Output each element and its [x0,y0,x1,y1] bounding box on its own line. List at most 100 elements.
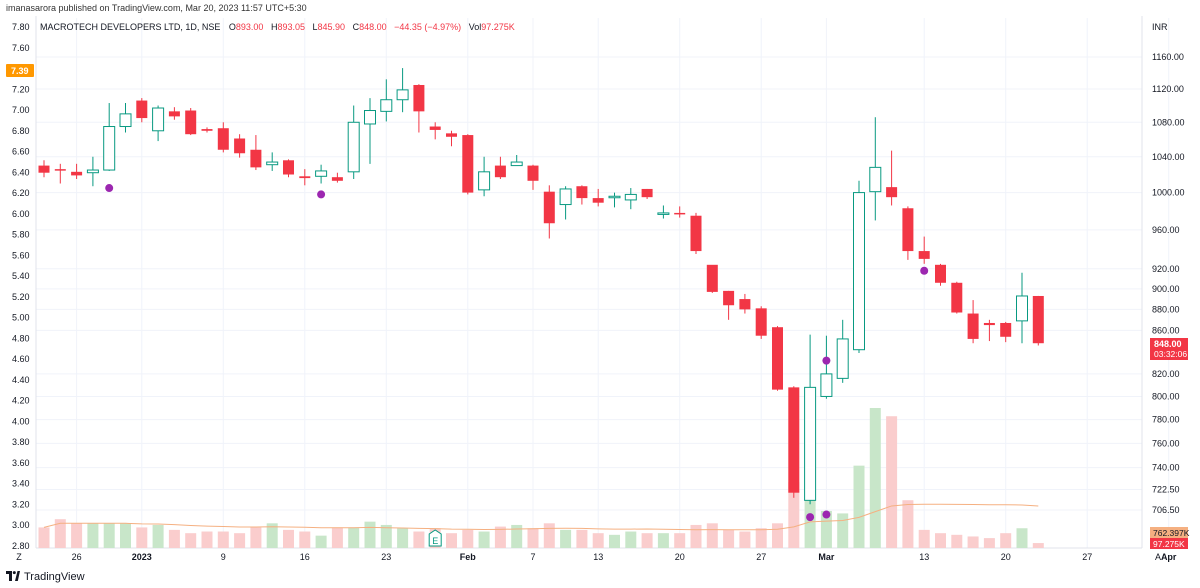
right-axis-tick: 706.50 [1152,505,1180,515]
candle-body [804,386,817,501]
left-axis-tick: 7.00 [12,105,30,115]
candle-body [380,99,393,112]
svg-text:MACROTECH DEVELOPERS LTD, 1D,: MACROTECH DEVELOPERS LTD, 1D, NSE O893.0… [40,22,515,32]
earnings-marker[interactable]: E [428,529,442,547]
legend-open-label: O [229,22,236,32]
volume-bar [543,523,555,548]
chart-area[interactable]: E MACROTECH DEVELOPERS LTD, 1D, NSE O893… [0,0,1200,568]
candle-body [347,121,360,173]
volume-bar [201,531,213,548]
signal-markers [105,184,929,522]
volume-bar [511,524,523,548]
left-axis-tick: 3.00 [12,520,30,530]
volume-bar [120,523,131,548]
candle-body [967,313,979,339]
legend-change: −44.35 (−4.97%) [394,22,461,32]
volume-bar [609,534,620,548]
volume-bar [397,528,409,548]
right-axis-tick: 820.00 [1152,369,1180,379]
candle-body [951,282,963,313]
time-axis-tick: 27 [756,552,766,562]
left-axis-tick: 4.00 [12,416,30,426]
left-axis-tick: 6.40 [12,167,30,177]
left-axis-tick: 3.60 [12,458,30,468]
footer-bar: TradingView [0,568,1200,588]
left-axis-tick: 5.00 [12,313,30,323]
currency-label: INR [1152,22,1168,32]
left-axis-tick: 2.80 [12,541,30,551]
candle-body [772,327,783,390]
right-axis-tick: 1160.00 [1152,52,1184,62]
volume-bar [315,535,327,548]
volume-bar [331,527,343,548]
left-price-axis[interactable]: 7.807.607.407.207.006.806.606.406.206.00… [12,22,30,551]
volume-bar [1000,533,1012,548]
volume-bar [478,531,490,548]
candle-body [299,176,311,179]
volume-bar [967,536,979,548]
candle-body [1032,295,1044,344]
tradingview-logo[interactable]: TradingView [6,571,85,583]
right-price-axis[interactable]: 1160.00 1120.00 1080.00 1040.00 1000.00 960.0… [1152,52,1185,515]
candle-body [38,165,50,173]
volume-bar [657,533,669,548]
left-axis-tick: 6.80 [12,126,30,136]
candle-body [886,187,898,198]
volume-bar [1016,528,1028,548]
candle-body [185,110,197,135]
volume-bar [869,408,881,548]
legend-close-label: C [353,22,360,32]
candle-body [86,169,99,174]
candle-body [1016,295,1028,322]
volume-bar [951,534,963,548]
volume-bar [820,510,832,548]
volume-bar [902,500,914,548]
volume-bar [918,529,930,548]
candle-body [624,193,637,201]
left-axis-tick: 7.80 [12,22,30,32]
candle-body [755,308,767,336]
candle-body [592,198,604,203]
candle-body [836,338,849,379]
volume-bar [527,528,539,548]
volume-bar [560,529,572,548]
left-axis-tick: 4.20 [12,396,30,406]
signal-dot [806,513,815,522]
tradingview-brand: TradingView [24,571,85,583]
candle-body [54,169,66,171]
candle-body [331,177,343,181]
candle-body [739,299,751,310]
time-axis-tick: 26 [72,552,82,562]
candle-body [935,264,946,283]
left-axis-tick: 5.20 [12,292,30,302]
chart-grid [35,16,1170,549]
legend-open-value: 893.00 [236,22,264,32]
right-axis-tick: 1080.00 [1152,117,1185,127]
volume-bar [71,523,83,548]
candle-body [217,128,229,150]
volume-bar [217,531,229,548]
candle-body [918,251,930,259]
candle-body [478,171,491,191]
left-axis-tick: 5.80 [12,230,30,240]
time-axis-tick: 2023 [132,552,152,562]
volume-bar [364,521,376,548]
left-axis-badge-bg [6,64,34,77]
left-axis-tick: 6.20 [12,188,30,198]
candle-body [152,107,165,132]
volume-bar [446,533,457,548]
volume-bar [625,531,637,548]
ma-value-badge: 762.397K [1153,528,1190,538]
candle-body [201,129,213,131]
left-axis-badge: 7.39 [11,66,29,76]
left-axis-tick: 4.60 [12,354,30,364]
signal-dot [317,190,326,199]
last-price-badge: 848.00 [1154,339,1182,349]
volume-bar [462,529,474,548]
volume-bar [103,523,115,548]
time-axis-tick: 16 [300,552,310,562]
candle-body [234,138,246,154]
volume-bar [853,465,865,548]
volume-bar [87,523,99,548]
